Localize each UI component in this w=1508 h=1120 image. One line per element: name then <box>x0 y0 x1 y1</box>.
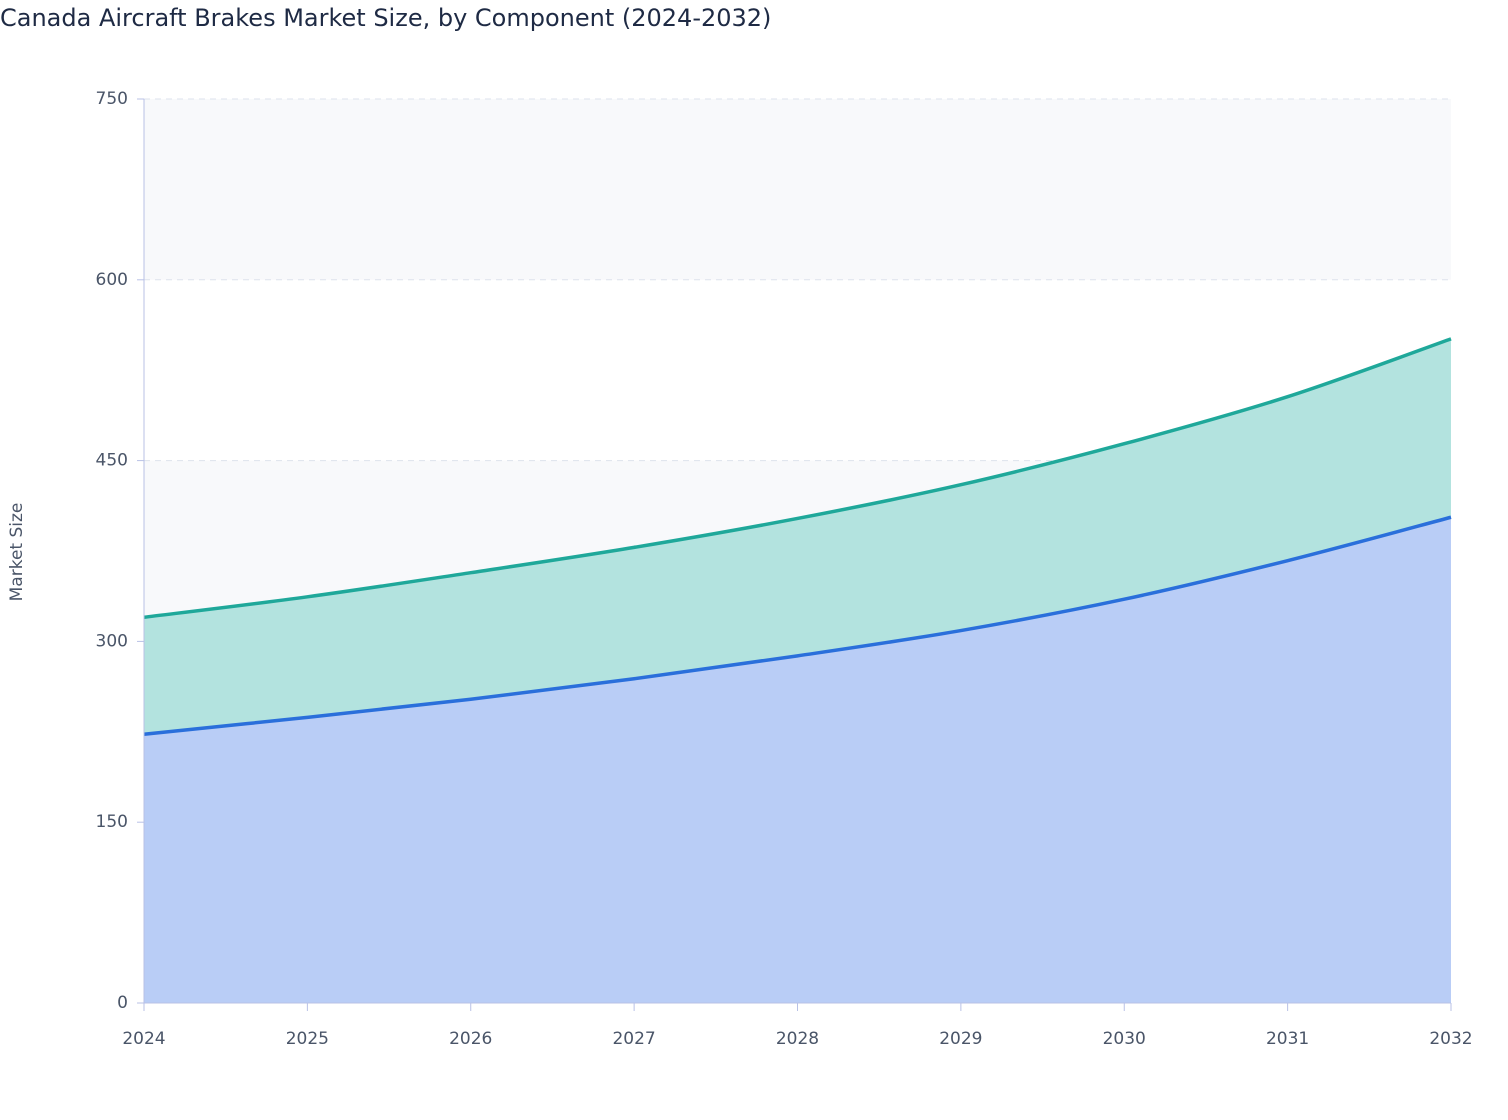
x-tick-label: 2028 <box>776 1029 819 1049</box>
y-tick-label: 600 <box>96 270 128 290</box>
y-tick-label: 300 <box>96 631 128 651</box>
area <box>144 338 1451 735</box>
y-tick-label: 0 <box>117 993 128 1013</box>
axes: 0 150 300 450 600 750 2024 2025 2026 2027 2028 2029… <box>96 89 1473 1049</box>
x-tick-label: 2025 <box>286 1029 329 1049</box>
area <box>144 517 1451 1003</box>
x-tick-label: 2026 <box>449 1029 492 1049</box>
y-axis-title: Market Size <box>7 503 27 602</box>
x-tick-label: 2032 <box>1429 1029 1472 1049</box>
x-tick-label: 2024 <box>122 1029 165 1049</box>
line <box>143 515 1452 736</box>
y-tick-label: 150 <box>96 812 128 832</box>
y-tick-label: 450 <box>96 451 128 471</box>
x-tick-label: 2030 <box>1103 1029 1146 1049</box>
areas <box>143 337 1452 1003</box>
plot-band <box>144 99 1451 280</box>
x-tick-label: 2029 <box>939 1029 982 1049</box>
x-tick-label: 2027 <box>612 1029 655 1049</box>
x-tick-label: 2031 <box>1266 1029 1309 1049</box>
y-tick-label: 750 <box>96 89 128 109</box>
chart-title: Canada Aircraft Brakes Market Size, by C… <box>0 4 771 32</box>
line <box>143 337 1452 620</box>
